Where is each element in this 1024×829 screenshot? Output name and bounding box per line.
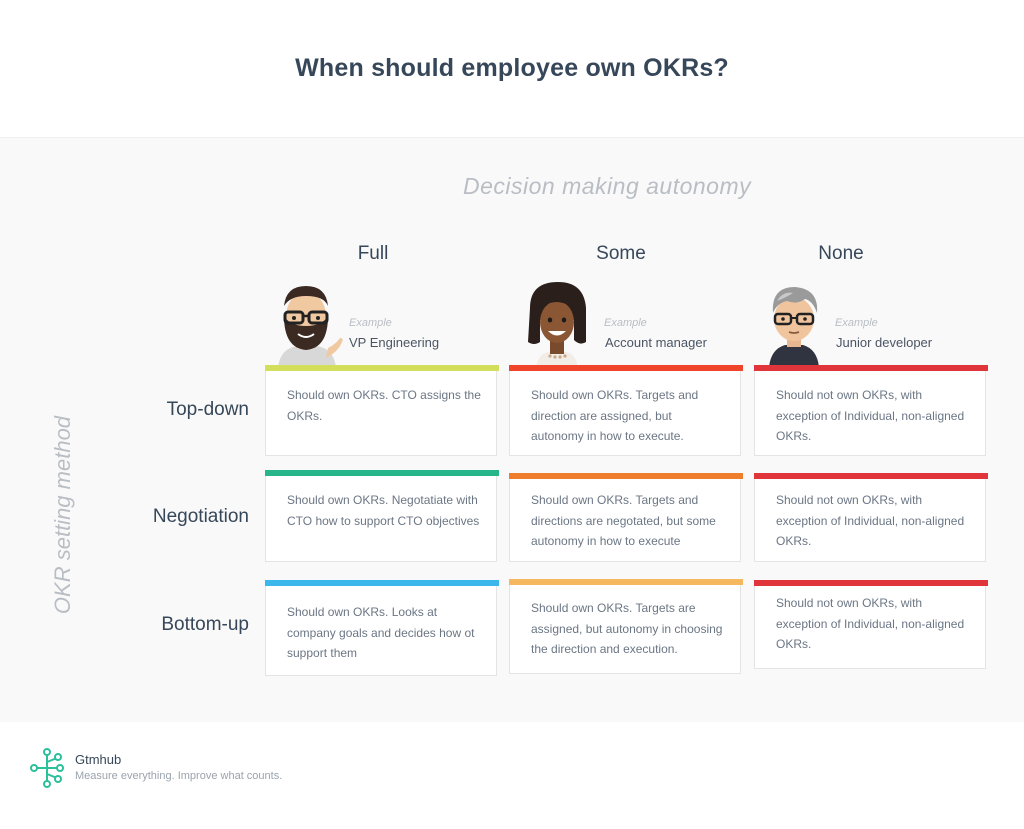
page-title: When should employee own OKRs? <box>295 54 729 82</box>
cell-text: Should own OKRs. Targets and direction a… <box>531 388 699 443</box>
cell-top-down-full: Should own OKRs. CTO assigns the OKRs. <box>265 365 499 456</box>
column-header-none: None <box>818 243 864 264</box>
cell-text: Should own OKRs. CTO assigns the OKRs. <box>287 388 481 423</box>
color-bar <box>265 365 499 371</box>
cell-text: Should not own OKRs, with exception of I… <box>776 596 965 651</box>
example-label-some: Example <box>604 317 647 329</box>
color-bar <box>265 580 499 586</box>
cell-bottom-up-none: Should not own OKRs, with exception of I… <box>754 580 988 669</box>
brand-tagline: Measure everything. Improve what counts. <box>75 770 283 782</box>
color-bar <box>509 473 743 479</box>
cell-bottom-up-some: Should own OKRs. Targets are assigned, b… <box>509 579 743 674</box>
cell-negotiation-full: Should own OKRs. Negotatiate with CTO ho… <box>265 470 499 562</box>
color-bar <box>509 365 743 371</box>
brand-name: Gtmhub <box>75 752 122 767</box>
column-header-some: Some <box>596 243 646 264</box>
example-label-full: Example <box>349 317 392 329</box>
column-header-full: Full <box>357 243 389 264</box>
row-header-negotiation: Negotiation <box>152 506 249 527</box>
example-role-some: Account manager <box>605 335 707 350</box>
cell-bottom-up-full: Should own OKRs. Looks at company goals … <box>265 580 499 676</box>
cell-text: Should own OKRs. Targets and directions … <box>531 493 716 548</box>
color-bar <box>754 365 988 371</box>
cell-top-down-none: Should not own OKRs, with exception of I… <box>754 365 988 456</box>
cell-text: Should own OKRs. Targets are assigned, b… <box>531 601 723 656</box>
cell-text: Should not own OKRs, with exception of I… <box>776 493 965 548</box>
example-role-none: Junior developer <box>836 335 933 350</box>
cell-text: Should own OKRs. Looks at company goals … <box>287 605 475 660</box>
bearded-man-avatar <box>278 286 343 368</box>
cell-text: Should own OKRs. Negotatiate with CTO ho… <box>287 493 480 528</box>
example-label-none: Example <box>835 317 878 329</box>
cell-top-down-some: Should own OKRs. Targets and direction a… <box>509 365 743 456</box>
autonomy-axis-label: Decision making autonomy <box>463 173 752 199</box>
example-role-full: VP Engineering <box>349 335 440 350</box>
cell-negotiation-some: Should own OKRs. Targets and directions … <box>509 473 743 562</box>
color-bar <box>509 579 743 585</box>
cell-text: Should not own OKRs, with exception of I… <box>776 388 965 443</box>
row-header-top-down: Top-down <box>166 399 249 420</box>
gray-haired-developer-avatar <box>769 287 819 367</box>
woman-avatar <box>528 282 586 368</box>
row-header-bottom-up: Bottom-up <box>161 614 249 635</box>
color-bar <box>754 473 988 479</box>
color-bar <box>754 580 988 586</box>
cell-negotiation-none: Should not own OKRs, with exception of I… <box>754 473 988 562</box>
color-bar <box>265 470 499 476</box>
gtmhub-logo-icon <box>30 748 64 788</box>
